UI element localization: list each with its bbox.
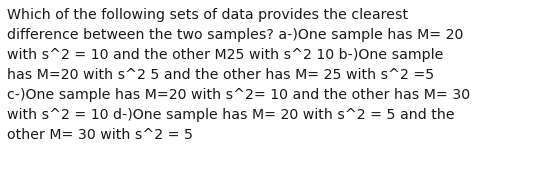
Text: Which of the following sets of data provides the clearest
difference between the: Which of the following sets of data prov…	[7, 8, 470, 142]
